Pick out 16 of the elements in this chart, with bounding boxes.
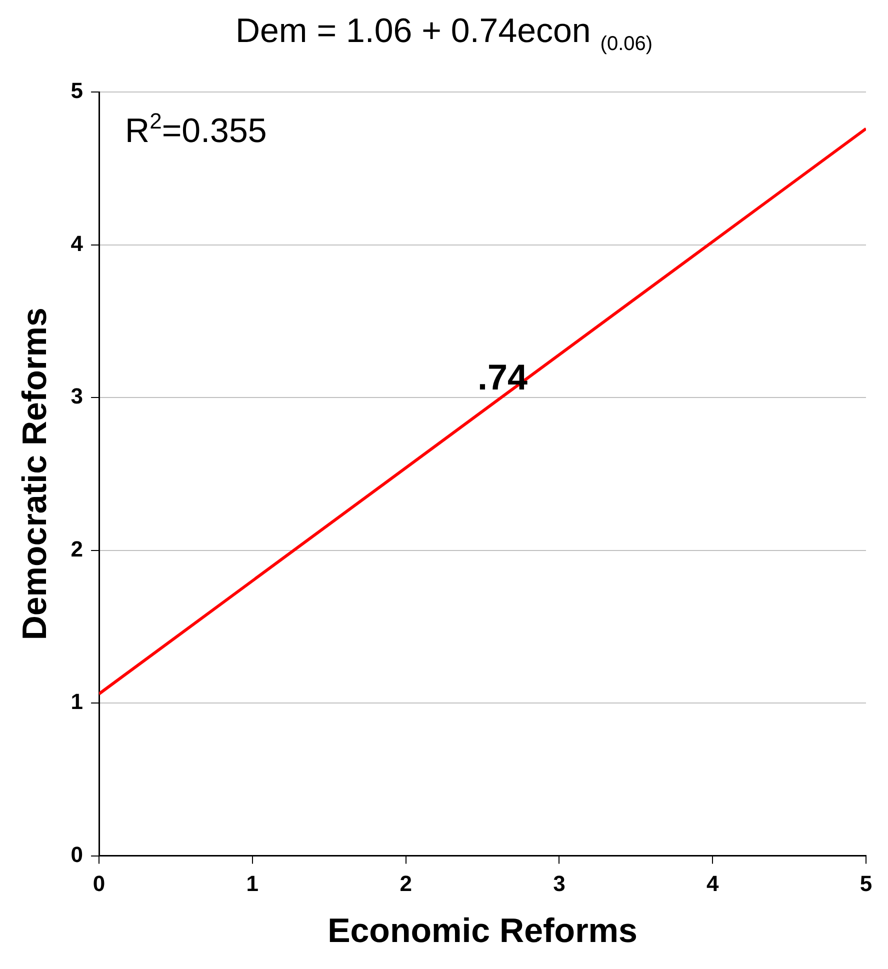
y-tick-label: 5 [70,78,84,104]
y-tick-label: 4 [70,230,84,256]
y-tick-label: 1 [70,689,84,714]
x-tick-label: 2 [400,871,412,896]
x-tick-label: 0 [92,871,106,896]
x-tick-label: 3 [553,871,566,896]
y-tick-label: 2 [70,536,84,562]
y-tick-label: 0 [70,842,84,867]
annotation: .74 [477,356,528,398]
x-tick-label: 4 [706,871,720,896]
y-axis-title: Democratic Reforms [16,308,54,640]
x-tick-label: 1 [246,871,259,896]
chart-title: Dem = 1.06 + 0.74econ $_{(0.06)}$ [234,12,654,56]
x-axis-title: Economic Reforms [328,912,638,950]
y-tick-label: 3 [70,384,84,409]
x-tick-label: 5 [860,871,872,896]
